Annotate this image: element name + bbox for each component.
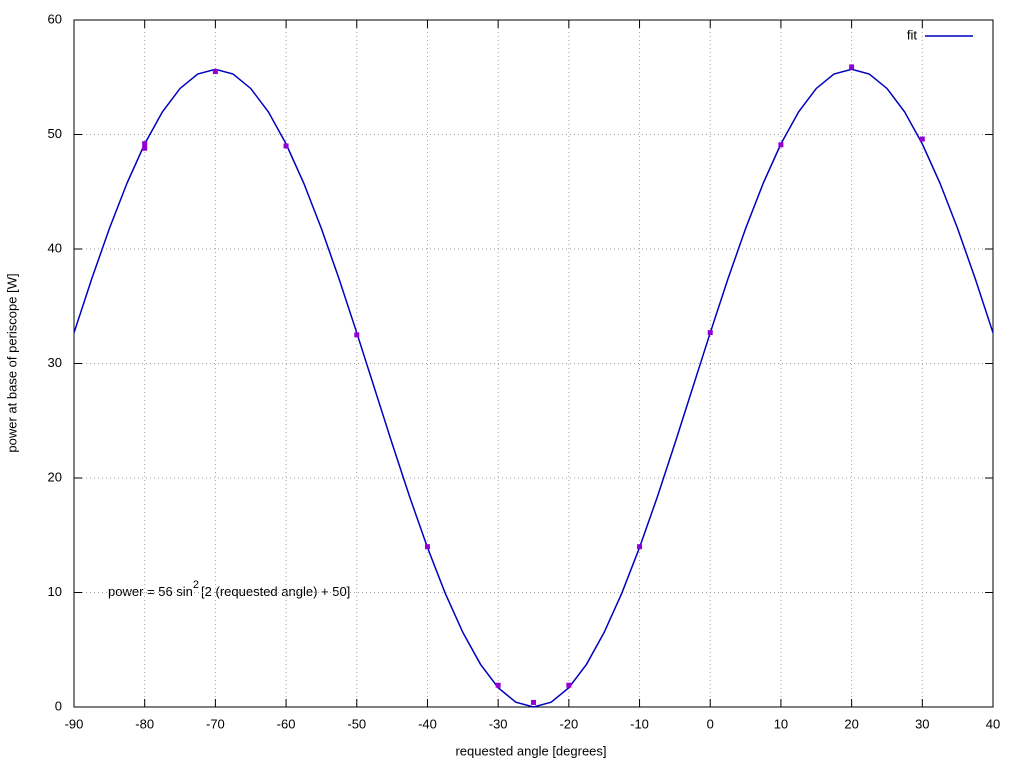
y-tick-label: 0 [55, 698, 62, 713]
data-point [778, 142, 784, 148]
x-tick-label: -40 [418, 716, 437, 731]
annotation-superscript: 2 [193, 579, 199, 591]
data-point [142, 141, 148, 147]
data-point [531, 699, 536, 705]
data-point [707, 330, 713, 336]
y-tick-label: 50 [48, 126, 62, 141]
x-tick-label: -60 [277, 716, 296, 731]
data-point [495, 682, 501, 688]
fit-line [73, 68, 994, 708]
data-point [142, 145, 148, 151]
y-axis-label: power at base of periscope [W] [4, 273, 19, 452]
y-tick-label: 10 [48, 584, 62, 599]
data-point [849, 64, 855, 70]
x-tick-label: -70 [206, 716, 225, 731]
x-tick-label: -30 [489, 716, 508, 731]
x-tick-label: 20 [844, 716, 858, 731]
x-axis-label: requested angle [degrees] [455, 743, 606, 758]
data-point [919, 136, 925, 142]
x-tick-label: 40 [986, 716, 1000, 731]
x-tick-label: -80 [135, 716, 154, 731]
x-tick-label: 0 [707, 716, 714, 731]
plot-border [73, 19, 994, 708]
x-tick-label: 30 [915, 716, 929, 731]
data-point [424, 544, 430, 550]
x-tick-label: 10 [774, 716, 788, 731]
data-point [354, 332, 360, 338]
data-point [212, 69, 218, 75]
data-point [637, 544, 643, 550]
x-tick-label: -10 [630, 716, 649, 731]
data-point [566, 682, 572, 688]
y-tick-label: 20 [48, 469, 62, 484]
y-tick-label: 60 [48, 11, 62, 26]
x-tick-label: -50 [347, 716, 366, 731]
y-tick-label: 40 [48, 240, 62, 255]
legend-label: fit [907, 27, 918, 42]
annotation-rest: [2 (requested angle) + 50] [201, 584, 350, 599]
annotation-text: power = 56 sin [108, 584, 193, 599]
data-point [283, 143, 289, 149]
y-tick-label: 30 [48, 355, 62, 370]
x-tick-label: -90 [65, 716, 84, 731]
annotation: power = 56 sin2 [2 (requested angle) + 50… [108, 579, 350, 600]
x-tick-label: -20 [559, 716, 578, 731]
